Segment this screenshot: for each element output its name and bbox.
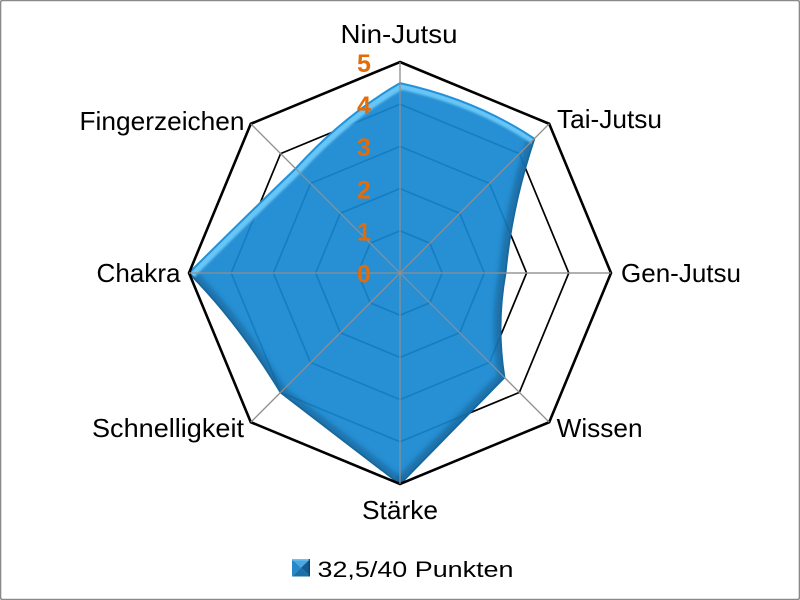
svg-text:2: 2 — [357, 176, 371, 204]
svg-text:4: 4 — [357, 92, 371, 120]
svg-text:Tai-Jutsu: Tai-Jutsu — [557, 104, 662, 134]
svg-text:Chakra: Chakra — [97, 258, 182, 288]
svg-text:3: 3 — [357, 134, 371, 162]
svg-text:Schnelligkeit: Schnelligkeit — [92, 413, 245, 443]
svg-text:Fingerzeichen: Fingerzeichen — [80, 106, 245, 136]
svg-text:Wissen: Wissen — [557, 413, 643, 443]
svg-text:Stärke: Stärke — [362, 495, 438, 525]
svg-text:Gen-Jutsu: Gen-Jutsu — [621, 258, 741, 288]
svg-text:1: 1 — [357, 218, 371, 246]
svg-text:0: 0 — [357, 261, 371, 289]
svg-text:32,5/40 Punkten: 32,5/40 Punkten — [318, 557, 514, 582]
svg-text:5: 5 — [357, 50, 371, 78]
svg-text:Nin-Jutsu: Nin-Jutsu — [341, 19, 458, 49]
